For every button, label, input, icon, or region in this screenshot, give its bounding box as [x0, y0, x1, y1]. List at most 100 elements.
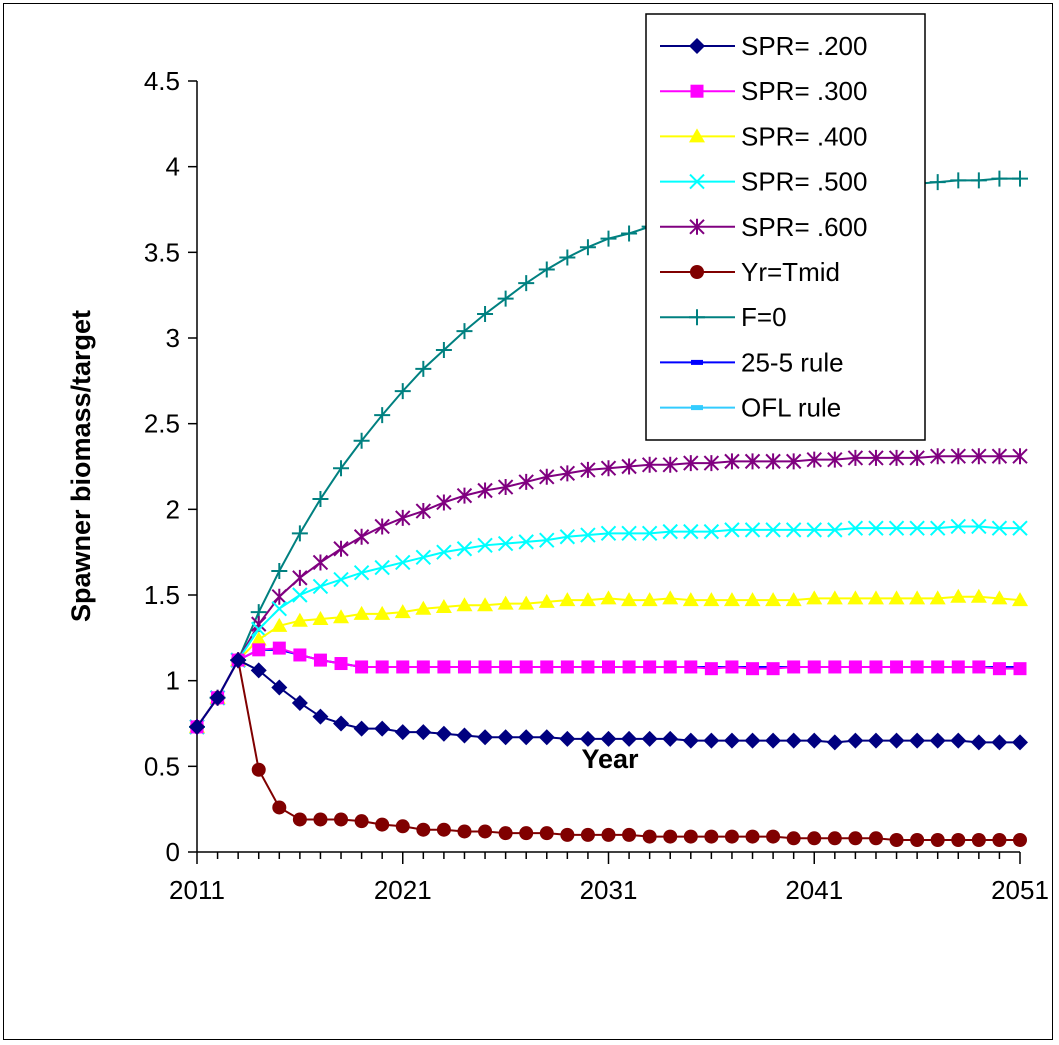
data-point — [539, 532, 555, 548]
x-axis-title: Year — [581, 744, 639, 774]
data-point — [540, 660, 554, 674]
data-point — [374, 518, 390, 535]
data-point — [497, 479, 514, 496]
data-point — [272, 641, 286, 655]
data-point — [313, 812, 328, 827]
data-point — [250, 662, 267, 679]
data-point — [456, 541, 473, 557]
data-point — [766, 662, 780, 676]
data-point — [868, 520, 884, 536]
y-axis-title: Spawner biomass/target — [66, 310, 96, 622]
data-point — [972, 660, 986, 674]
legend-item: SPR= .400 — [660, 121, 867, 151]
data-point — [334, 812, 349, 827]
data-point — [518, 275, 535, 292]
legend-item: 25-5 rule — [660, 347, 844, 377]
data-point — [929, 732, 946, 749]
data-point — [970, 172, 987, 189]
data-point — [209, 689, 226, 706]
data-point — [477, 537, 493, 554]
data-point — [991, 170, 1008, 187]
data-point — [518, 729, 535, 746]
legend-marker — [689, 38, 705, 54]
data-point — [580, 461, 596, 478]
data-point — [703, 732, 720, 749]
data-point — [230, 652, 247, 669]
data-point — [271, 588, 288, 605]
data-point — [867, 732, 884, 749]
series-yr-tmid — [190, 653, 1027, 848]
data-point — [292, 587, 308, 603]
data-point — [663, 829, 678, 844]
data-point — [395, 509, 411, 526]
data-point — [497, 595, 514, 610]
data-point — [437, 660, 451, 674]
data-point — [457, 660, 471, 674]
data-point — [950, 448, 966, 465]
data-point — [497, 729, 514, 746]
data-point — [847, 449, 864, 466]
data-point — [910, 833, 925, 848]
data-point — [416, 822, 431, 837]
data-point — [602, 660, 615, 674]
data-point — [621, 592, 638, 607]
data-point — [312, 554, 329, 571]
data-point — [929, 590, 946, 605]
data-point — [436, 544, 452, 560]
data-point — [621, 525, 637, 542]
legend-label: F=0 — [741, 302, 787, 332]
data-point — [847, 520, 864, 536]
data-point — [827, 831, 842, 846]
data-point — [622, 827, 637, 842]
data-point — [641, 592, 658, 607]
data-point — [929, 448, 946, 465]
data-point — [683, 455, 699, 472]
data-point — [724, 522, 740, 538]
data-point — [869, 660, 883, 674]
data-point — [333, 571, 349, 588]
data-point — [909, 520, 925, 536]
y-tick-label: 4 — [166, 152, 180, 182]
data-point — [416, 660, 430, 674]
data-point — [765, 592, 782, 607]
x-tick-label: 2041 — [785, 875, 843, 905]
data-point — [477, 597, 494, 612]
data-point — [643, 660, 657, 674]
data-point — [415, 724, 432, 741]
data-point — [291, 525, 308, 542]
data-point — [477, 729, 494, 746]
x-tick-label: 2051 — [991, 875, 1049, 905]
data-point — [291, 612, 308, 627]
data-point — [929, 520, 946, 536]
data-point — [353, 565, 370, 581]
x-tick-label: 2021 — [374, 875, 432, 905]
data-point — [746, 662, 760, 676]
data-point — [704, 829, 719, 844]
data-point — [889, 833, 904, 848]
data-point — [684, 660, 698, 674]
data-point — [457, 824, 472, 839]
data-point — [353, 720, 370, 737]
data-point — [1012, 592, 1028, 607]
data-point — [724, 453, 740, 470]
data-point — [867, 590, 884, 605]
data-point — [456, 597, 473, 612]
data-point — [847, 590, 864, 605]
data-point — [271, 679, 288, 696]
data-point — [662, 730, 679, 747]
data-point — [374, 407, 391, 424]
data-point — [600, 525, 617, 542]
data-point — [622, 660, 636, 674]
data-point — [621, 458, 637, 475]
data-point — [435, 341, 452, 358]
data-point — [600, 590, 617, 605]
legend-marker — [690, 265, 704, 279]
data-point — [355, 660, 369, 674]
data-point — [394, 724, 411, 741]
legend-marker — [689, 173, 705, 190]
y-tick-label: 1.5 — [144, 580, 180, 610]
data-point — [785, 592, 802, 607]
data-point — [868, 831, 883, 846]
data-point — [271, 600, 288, 617]
